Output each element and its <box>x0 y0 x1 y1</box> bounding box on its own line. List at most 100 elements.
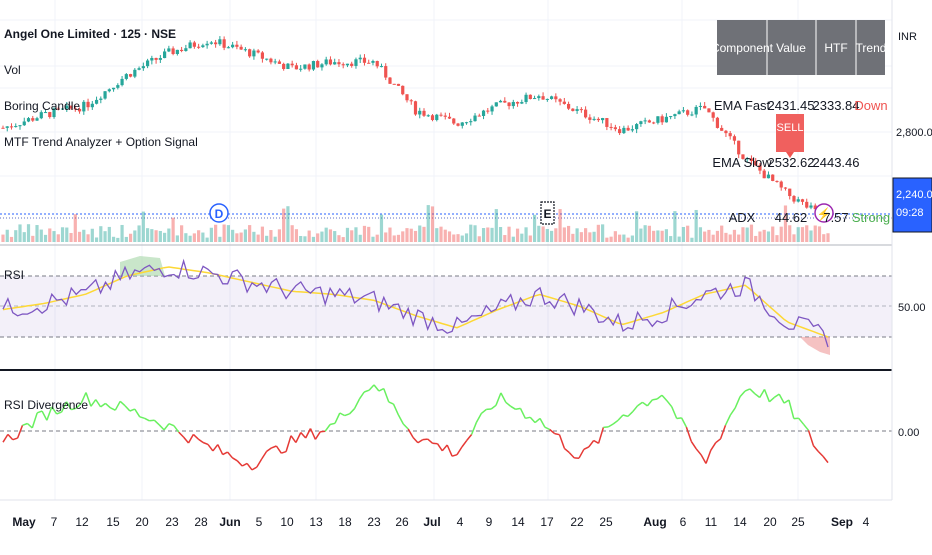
divergence-segment <box>179 432 184 437</box>
divergence-segment <box>223 452 228 455</box>
divergence-segment <box>135 409 140 417</box>
candle <box>23 121 26 125</box>
price-tick: 2,800.00 <box>896 127 932 139</box>
divergence-segment <box>413 438 418 443</box>
volume-bar <box>86 234 89 242</box>
volume-bar <box>814 225 817 242</box>
volume-bar <box>82 230 85 242</box>
candle <box>567 104 570 109</box>
time-axis-label: 23 <box>165 515 179 529</box>
divergence-segment <box>262 451 267 459</box>
divergence-segment <box>213 445 218 451</box>
candle <box>801 199 804 202</box>
sell-signal-label[interactable]: SELL <box>776 114 804 158</box>
candle <box>652 122 655 123</box>
volume-bar <box>48 228 51 242</box>
volume-bar <box>371 237 374 242</box>
candle <box>737 141 740 155</box>
divergence-segment <box>823 456 828 462</box>
table-header-trend: Trend <box>856 41 887 55</box>
currency-label: INR <box>898 31 917 43</box>
table-cell-trend: Down <box>854 98 887 113</box>
candle <box>342 64 345 65</box>
volume-bar <box>792 234 795 242</box>
div-zero-tick: 0.00 <box>898 427 919 439</box>
candle <box>308 64 311 69</box>
divergence-segment <box>364 390 369 392</box>
candle <box>27 118 30 121</box>
candle <box>627 128 630 131</box>
divergence-segment <box>296 433 301 443</box>
volume-bar <box>99 226 102 242</box>
time-axis-label: Jun <box>219 515 240 529</box>
divergence-segment <box>506 402 511 406</box>
divergence-segment <box>291 436 296 443</box>
candle <box>371 61 374 63</box>
time-axis-label: 20 <box>763 515 777 529</box>
time-axis-label: 11 <box>705 515 718 529</box>
divergence-label: RSI Divergence <box>4 398 88 412</box>
candle <box>699 106 702 107</box>
candle <box>197 47 200 48</box>
volume-bar <box>27 224 30 242</box>
volume-bar <box>507 227 510 242</box>
rsi-pane[interactable]: RSI <box>0 256 892 355</box>
divergence-segment <box>169 424 174 426</box>
divergence-segment <box>3 434 8 442</box>
candle <box>707 108 710 112</box>
candle <box>86 102 89 107</box>
time-axis-label: Jul <box>423 515 440 529</box>
volume-bar <box>567 226 570 242</box>
candle <box>771 175 774 181</box>
volume-bar <box>248 225 251 242</box>
volume-bar <box>299 236 302 242</box>
candle <box>601 118 604 120</box>
volume-bar <box>393 235 396 242</box>
volume-bar <box>265 236 268 242</box>
candle <box>729 133 732 136</box>
divergence-segment <box>32 413 37 428</box>
volume-bar <box>184 233 187 242</box>
volume-bar <box>788 225 791 242</box>
time-axis-label: May <box>12 515 36 529</box>
divergence-segment <box>496 393 501 405</box>
divergence-segment <box>101 403 106 407</box>
divergence-segment <box>589 441 594 447</box>
candle <box>137 68 140 70</box>
divergence-segment <box>662 395 667 401</box>
candle <box>444 116 447 117</box>
volume-bar <box>410 229 413 242</box>
volume-bar <box>274 237 277 242</box>
divergence-segment <box>257 459 262 467</box>
divergence-pane[interactable]: RSI Divergence <box>0 385 892 470</box>
volume-bar <box>652 231 655 242</box>
dividend-marker[interactable]: D <box>210 204 228 222</box>
volume-bar <box>303 236 306 242</box>
divergence-segment <box>189 434 194 443</box>
time-axis-label: 17 <box>540 515 554 529</box>
volume-bar <box>210 228 213 242</box>
candle <box>661 116 664 122</box>
candle <box>180 50 183 51</box>
volume-bar <box>431 206 434 242</box>
earnings-marker[interactable]: E <box>541 202 554 224</box>
volume-bar <box>775 235 778 242</box>
divergence-segment <box>462 440 467 447</box>
candle <box>541 96 544 99</box>
volume-bar <box>661 231 664 242</box>
divergence-segment <box>149 420 154 421</box>
time-axis-label: 25 <box>791 515 805 529</box>
volume-bar <box>397 235 400 242</box>
volume-bar <box>18 224 21 242</box>
divergence-segment <box>281 452 286 454</box>
divergence-segment <box>569 453 574 458</box>
divergence-segment <box>652 399 657 400</box>
price-axis[interactable]: INR 2,800.00 2,240.00 09:28 50.00 0.00 <box>892 0 932 500</box>
divergence-segment <box>584 447 589 449</box>
time-axis-label: 6 <box>680 515 687 529</box>
table-cell-trend: Strong <box>852 210 890 225</box>
volume-bar <box>112 237 115 242</box>
volume-bar <box>461 236 464 242</box>
